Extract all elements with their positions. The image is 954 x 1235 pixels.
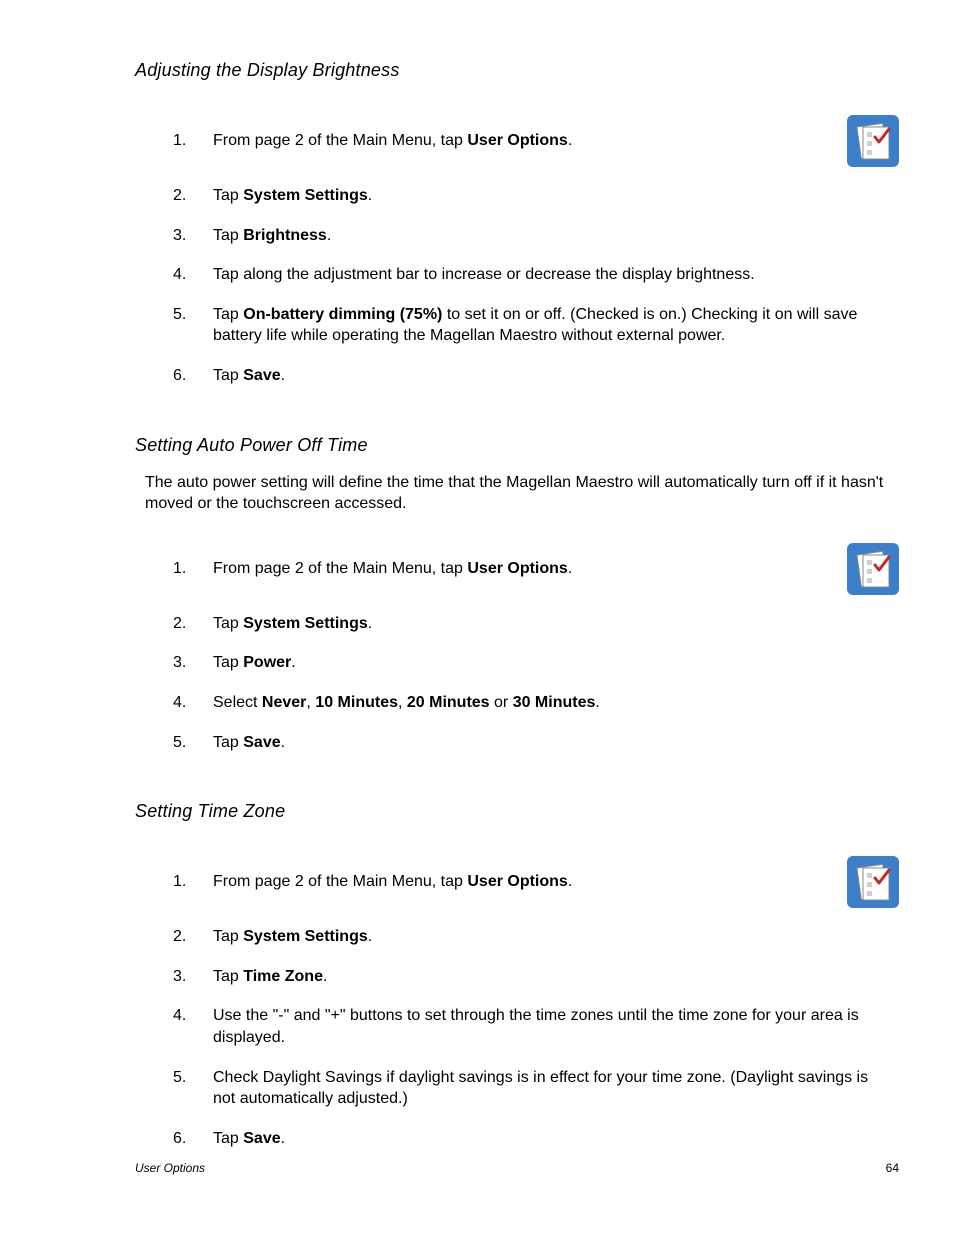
step-item: 2.Tap System Settings. — [173, 613, 899, 635]
step-list: 1.From page 2 of the Main Menu, tap User… — [173, 115, 899, 387]
step-text: Tap along the adjustment bar to increase… — [213, 264, 899, 286]
step-item: 3.Tap Time Zone. — [173, 966, 899, 988]
step-text: Tap Time Zone. — [213, 966, 899, 988]
ui-label-bold: Power — [243, 654, 291, 671]
step-item: 3.Tap Brightness. — [173, 225, 899, 247]
step-item: 4.Select Never, 10 Minutes, 20 Minutes o… — [173, 692, 899, 714]
step-text: From page 2 of the Main Menu, tap User O… — [213, 558, 841, 580]
step-number: 3. — [173, 966, 213, 988]
user-options-icon — [847, 856, 899, 908]
step-item: 5.Check Daylight Savings if daylight sav… — [173, 1067, 899, 1110]
ui-label-bold: Never — [262, 694, 306, 711]
ui-label-bold: System Settings — [243, 615, 367, 632]
ui-label-bold: User Options — [467, 873, 567, 890]
step-number: 2. — [173, 613, 213, 635]
ui-label-bold: Save — [243, 367, 280, 384]
step-text: From page 2 of the Main Menu, tap User O… — [213, 130, 841, 152]
step-text: Use the "-" and "+" buttons to set throu… — [213, 1005, 899, 1048]
step-text: Tap System Settings. — [213, 185, 899, 207]
step-list: 1.From page 2 of the Main Menu, tap User… — [173, 543, 899, 753]
step-number: 3. — [173, 652, 213, 674]
step-number: 5. — [173, 304, 213, 326]
ui-label-bold: Brightness — [243, 227, 327, 244]
step-text: Tap Save. — [213, 365, 899, 387]
step-number: 1. — [173, 871, 213, 893]
section-heading: Adjusting the Display Brightness — [135, 60, 899, 81]
step-number: 4. — [173, 264, 213, 286]
step-number: 6. — [173, 365, 213, 387]
ui-label-bold: System Settings — [243, 928, 367, 945]
step-number: 5. — [173, 732, 213, 754]
ui-label-bold: 30 Minutes — [513, 694, 596, 711]
step-number: 2. — [173, 926, 213, 948]
ui-label-bold: User Options — [467, 560, 567, 577]
step-text: Tap Power. — [213, 652, 899, 674]
step-number: 2. — [173, 185, 213, 207]
step-item: 1.From page 2 of the Main Menu, tap User… — [173, 856, 899, 908]
step-number: 1. — [173, 558, 213, 580]
ui-label-bold: Save — [243, 734, 280, 751]
step-number: 4. — [173, 1005, 213, 1027]
step-text: Select Never, 10 Minutes, 20 Minutes or … — [213, 692, 899, 714]
user-options-icon — [847, 115, 899, 167]
step-text: Tap On-battery dimming (75%) to set it o… — [213, 304, 899, 347]
step-item: 1.From page 2 of the Main Menu, tap User… — [173, 115, 899, 167]
section-intro: The auto power setting will define the t… — [145, 472, 899, 515]
step-text: Tap System Settings. — [213, 613, 899, 635]
footer-section-title: User Options — [135, 1161, 205, 1175]
ui-label-bold: System Settings — [243, 187, 367, 204]
step-text: Tap Brightness. — [213, 225, 899, 247]
step-text: Tap System Settings. — [213, 926, 899, 948]
section-heading: Setting Auto Power Off Time — [135, 435, 899, 456]
step-number: 3. — [173, 225, 213, 247]
step-item: 5.Tap On-battery dimming (75%) to set it… — [173, 304, 899, 347]
ui-label-bold: 10 Minutes — [315, 694, 398, 711]
manual-page: Adjusting the Display Brightness1.From p… — [0, 0, 954, 1235]
ui-label-bold: Time Zone — [243, 968, 323, 985]
page-footer: User Options 64 — [135, 1161, 899, 1175]
step-item: 5.Tap Save. — [173, 732, 899, 754]
section-heading: Setting Time Zone — [135, 801, 899, 822]
step-item: 4.Tap along the adjustment bar to increa… — [173, 264, 899, 286]
step-list: 1.From page 2 of the Main Menu, tap User… — [173, 856, 899, 1149]
step-number: 6. — [173, 1128, 213, 1150]
footer-page-number: 64 — [886, 1161, 899, 1175]
step-item: 6.Tap Save. — [173, 1128, 899, 1150]
step-text: From page 2 of the Main Menu, tap User O… — [213, 871, 841, 893]
ui-label-bold: On-battery dimming (75%) — [243, 306, 442, 323]
ui-label-bold: User Options — [467, 132, 567, 149]
user-options-icon — [847, 543, 899, 595]
step-number: 1. — [173, 130, 213, 152]
step-number: 4. — [173, 692, 213, 714]
step-text: Tap Save. — [213, 1128, 899, 1150]
step-item: 2.Tap System Settings. — [173, 926, 899, 948]
step-text: Check Daylight Savings if daylight savin… — [213, 1067, 899, 1110]
ui-label-bold: 20 Minutes — [407, 694, 490, 711]
step-item: 2.Tap System Settings. — [173, 185, 899, 207]
step-item: 3.Tap Power. — [173, 652, 899, 674]
step-number: 5. — [173, 1067, 213, 1089]
step-item: 6.Tap Save. — [173, 365, 899, 387]
ui-label-bold: Save — [243, 1130, 280, 1147]
step-text: Tap Save. — [213, 732, 899, 754]
step-item: 1.From page 2 of the Main Menu, tap User… — [173, 543, 899, 595]
step-item: 4.Use the "-" and "+" buttons to set thr… — [173, 1005, 899, 1048]
